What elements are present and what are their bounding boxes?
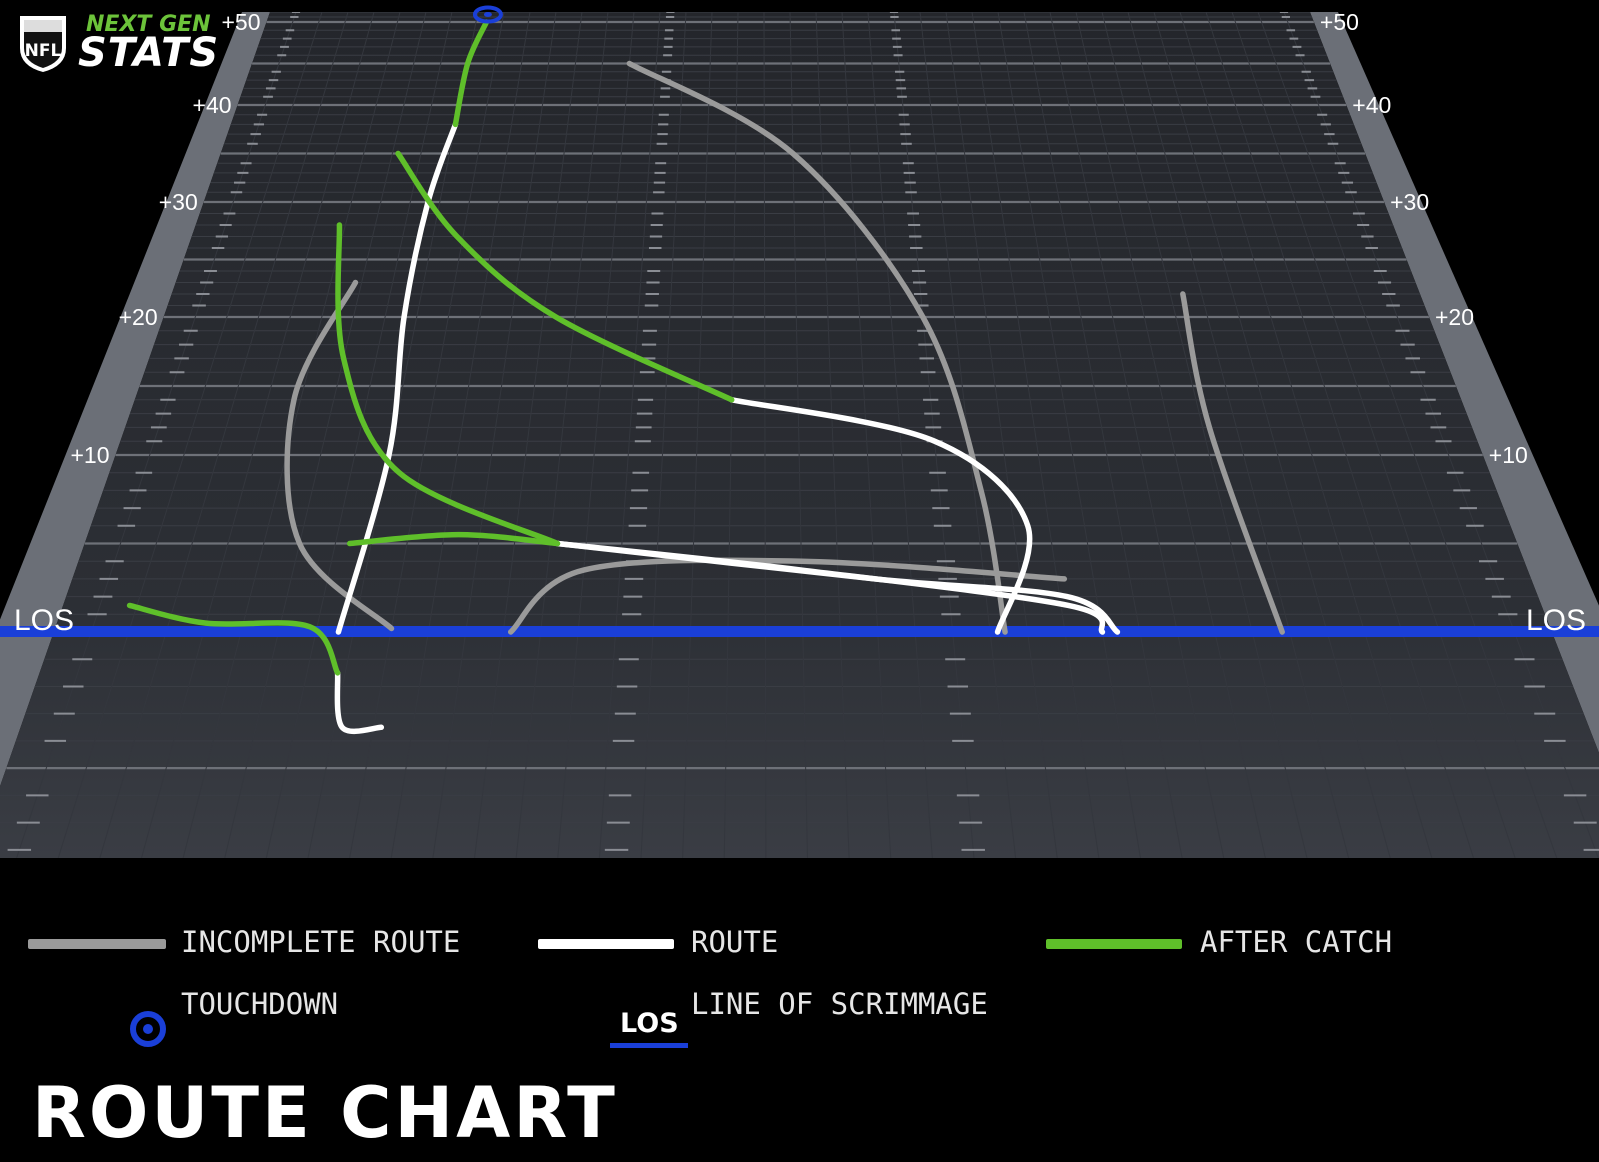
yard-label-right: +30 [1390,189,1429,215]
grid-column-line [224,12,427,858]
yard-label-right: +40 [1352,92,1391,118]
grid-column-line [1231,12,1516,858]
grid-column-line [474,12,583,858]
route-chart-field: +50 +50 +40 +40 +30 +30 +20 +20 +10 +10 LOS LOS [0,5,1599,858]
after-catch-path [452,19,490,128]
grid-column-line [841,12,892,858]
yard-labels: +50 +50 +40 +40 +30 +30 +20 +20 +10 +10 LOS LOS [14,9,1586,637]
logo-stats: STATS [78,30,220,76]
nfl-shield-text: NFL [25,41,62,61]
after-catch-path [126,602,341,676]
los-icon-bar [610,1043,688,1048]
chart-title: ROUTE CHART [32,1072,618,1154]
grid-column-line [1127,12,1350,858]
grid-column-line [971,12,1100,858]
grid-column-line [1153,12,1391,858]
grid-column-line [390,12,531,858]
grid-column-line [265,12,453,858]
grid-column-line [432,12,557,858]
legend-line-of-scrimmage: LINE OF SCRIMMAGE [691,987,988,1021]
los-icon: LOS [610,1008,690,1048]
touchdown-markers [472,5,503,24]
legend-incomplete-route: INCOMPLETE ROUTE [181,925,461,959]
yard-label-right: +50 [1320,9,1359,35]
nfl-shield-icon: NFL [20,16,66,72]
after-catch-path [346,531,561,547]
after-catch-swatch [1046,939,1182,949]
grid-column-line [1205,12,1474,858]
next-gen-stats-logo: NFL NEXT GEN STATS [16,8,246,78]
grid-column-line [815,12,850,858]
route-swatch [538,939,674,949]
grid-column-line [515,12,609,858]
field-surface [0,12,1599,858]
grid-column-line [997,12,1141,858]
los-icon-text: LOS [620,1008,679,1039]
legend-after-catch: AFTER CATCH [1200,925,1393,959]
after-catch-path [335,222,561,547]
grid-column-line [1257,12,1558,858]
line-of-scrimmage [0,626,1599,637]
yard-label-left: +40 [193,92,232,118]
route-path [335,121,459,635]
grid-column-line [723,12,739,858]
grid-column-line [867,12,933,858]
legend-touchdown: TOUCHDOWN [181,987,339,1021]
after-catch-path [395,150,735,403]
grid-column-line [349,12,505,858]
yard-label-left: +20 [119,304,158,330]
yard-label-right: +10 [1489,442,1528,468]
grid-column-line [598,12,661,858]
grid-column-line [1049,12,1225,858]
routes [126,19,1285,735]
yard-label-left: +10 [71,442,110,468]
grid-column-line [557,12,635,858]
touchdown-marker [472,5,503,24]
grid-column-line [893,12,975,858]
grid-column-line [1101,12,1308,858]
hash-marks [7,12,1599,851]
grid-column-line [99,12,349,858]
grid-column-line [1283,12,1599,858]
grid-column-line [1179,12,1433,858]
route-path [334,670,385,735]
legend-route: ROUTE [691,925,779,959]
yard-label-left: +50 [221,9,260,35]
grid-column-line [945,12,1058,858]
grid-column-line [141,12,375,858]
grid-column-line [16,12,297,858]
incomplete-route-path [1180,291,1285,635]
yard-label-right: LOS [1526,604,1586,637]
grid-column-line [57,12,323,858]
touchdown-marker-dot [483,12,492,17]
grid-column-line [682,12,713,858]
yard-label-left: +30 [159,189,198,215]
grid-column-line [763,12,767,858]
yard-label-right: +20 [1435,304,1474,330]
route-path [728,397,1033,635]
grid-column-line [1023,12,1183,858]
grid-column-line [640,12,687,858]
yard-label-left: LOS [14,604,74,637]
route-path [554,540,1106,635]
incomplete-route-path [626,60,1008,635]
grid-column-line [1075,12,1266,858]
logo-next-gen: NEXT GEN [86,12,211,37]
touchdown-icon [130,1011,166,1047]
grid-column-line [182,12,401,858]
incomplete-route-path [284,279,395,632]
incomplete-route-swatch [28,939,166,949]
